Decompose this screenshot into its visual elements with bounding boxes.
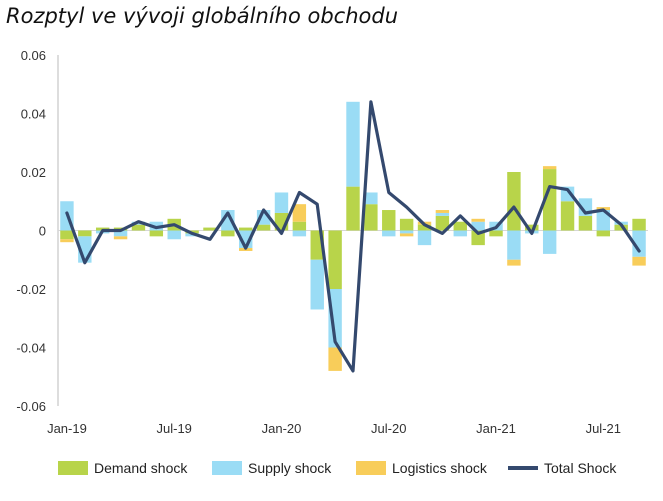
bar-demand-shock [507, 172, 521, 231]
legend-label-logistics: Logistics shock [392, 460, 487, 476]
bar-demand-shock [346, 186, 360, 231]
bar-supply-shock [274, 192, 289, 213]
bar-demand-shock [525, 224, 539, 231]
y-tick-label: 0.04 [21, 107, 46, 122]
y-tick-label: -0.06 [16, 399, 46, 414]
bar-demand-shock [399, 218, 414, 231]
x-tick-label: Jul-21 [586, 421, 621, 436]
bar-demand-shock [292, 221, 307, 231]
legend-swatch-logistics [356, 461, 386, 475]
bars [60, 101, 646, 371]
bar-demand-shock [542, 169, 557, 231]
bar-supply-shock [471, 221, 485, 231]
bar-demand-shock [453, 221, 467, 231]
bar-logistics-shock [113, 236, 128, 240]
bar-logistics-shock [292, 204, 307, 222]
bar-demand-shock [596, 230, 611, 237]
chart-title: Rozptyl ve vývoji globálního obchodu [6, 4, 399, 28]
bar-supply-shock [435, 212, 450, 216]
legend-label-demand: Demand shock [94, 460, 188, 476]
bar-logistics-shock [471, 218, 485, 222]
bar-demand-shock [417, 224, 432, 231]
bar-supply-shock [364, 192, 378, 205]
x-tick-label: Jan-20 [262, 421, 302, 436]
legend-swatch-demand [58, 461, 88, 475]
bar-logistics-shock [328, 347, 342, 371]
y-tick-label: 0.06 [21, 48, 46, 63]
x-tick-label: Jan-19 [47, 421, 87, 436]
bar-supply-shock [328, 289, 342, 348]
y-tick-label: 0.02 [21, 165, 46, 180]
bar-demand-shock [78, 230, 92, 237]
bar-logistics-shock [507, 259, 521, 266]
legend-item-logistics: Logistics shock [356, 455, 487, 481]
bar-supply-shock [346, 101, 360, 187]
legend-item-supply: Supply shock [212, 455, 331, 481]
bar-supply-shock [632, 230, 646, 257]
legend-label-total: Total Shock [544, 460, 617, 476]
bar-supply-shock [453, 230, 467, 237]
bar-demand-shock [149, 230, 164, 237]
bar-supply-shock [292, 230, 307, 237]
bar-supply-shock [113, 230, 128, 237]
x-tick-label: Jul-19 [157, 421, 192, 436]
bar-supply-shock [417, 230, 432, 246]
x-tick-label: Jul-20 [371, 421, 406, 436]
bar-logistics-shock [632, 256, 646, 266]
y-tick-label: 0 [39, 224, 46, 239]
bar-supply-shock [310, 259, 324, 310]
bar-demand-shock [328, 230, 342, 289]
legend-line-total [508, 466, 538, 470]
total-shock-line [65, 100, 641, 373]
bar-demand-shock [256, 224, 271, 231]
bar-demand-shock [614, 224, 628, 231]
x-tick-label: Jan-21 [476, 421, 516, 436]
bar-supply-shock [507, 230, 521, 260]
bar-demand-shock [239, 227, 253, 231]
bar-demand-shock [560, 201, 575, 231]
bar-demand-shock [471, 230, 485, 246]
legend-swatch-supply [212, 461, 242, 475]
bar-supply-shock [596, 210, 611, 231]
y-tick-label: -0.02 [16, 282, 46, 297]
bar-supply-shock [399, 230, 414, 234]
bar-demand-shock [364, 204, 378, 231]
bar-demand-shock [489, 230, 503, 237]
bar-logistics-shock [435, 210, 450, 213]
bar-logistics-shock [542, 166, 557, 170]
bar-demand-shock [221, 230, 235, 237]
bar-supply-shock [167, 230, 181, 240]
bar-supply-shock [542, 230, 557, 254]
bar-logistics-shock [399, 233, 414, 237]
y-tick-label: -0.04 [16, 341, 46, 356]
bar-demand-shock [632, 218, 646, 231]
legend-item-demand: Demand shock [58, 455, 187, 481]
legend-item-total: Total Shock [508, 455, 616, 481]
bar-demand-shock [60, 230, 74, 240]
bar-demand-shock [578, 215, 593, 231]
bar-demand-shock [382, 210, 396, 231]
bar-supply-shock [382, 230, 396, 237]
bar-demand-shock [131, 224, 146, 231]
legend-label-supply: Supply shock [248, 460, 332, 476]
legend: Demand shock Supply shock Logistics shoc… [0, 455, 663, 481]
bar-logistics-shock [60, 239, 74, 243]
bar-demand-shock [203, 227, 217, 231]
bar-demand-shock [435, 215, 450, 231]
